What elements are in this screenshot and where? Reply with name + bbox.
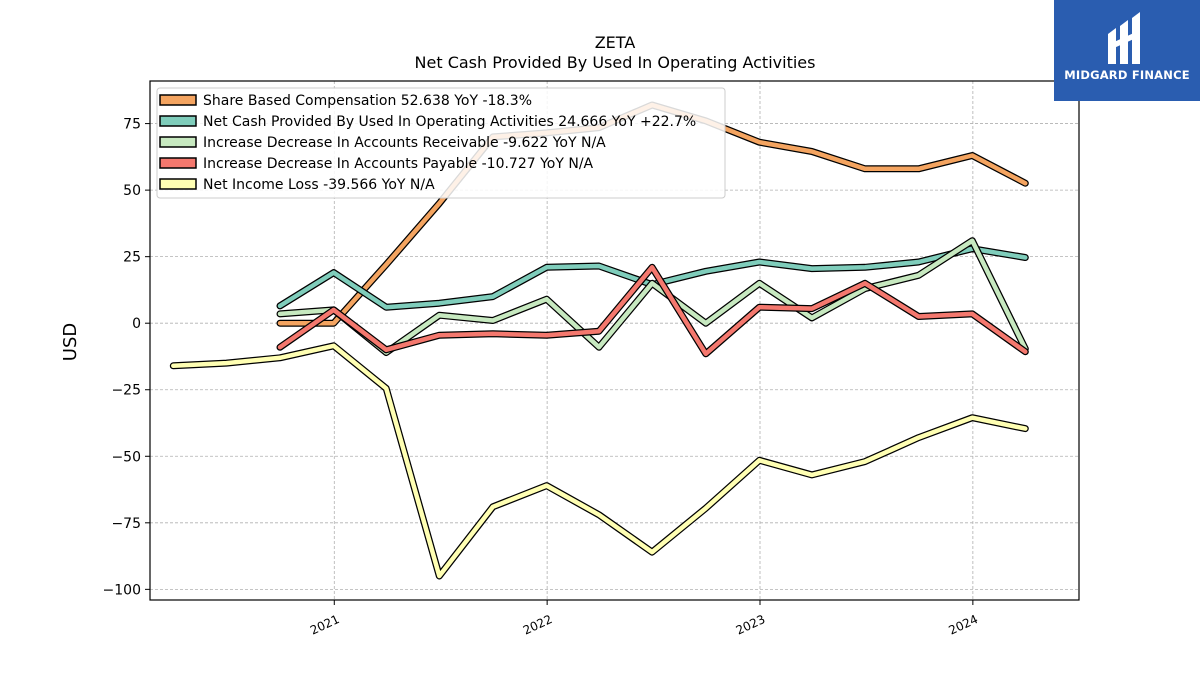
legend-swatch (159, 157, 197, 169)
y-tick-label: −50 (111, 449, 141, 465)
plot-frame (149, 80, 1080, 601)
brand-logo: MIDGARD FINANCE (1054, 0, 1200, 101)
series-line (169, 342, 1029, 580)
series-line (276, 237, 1029, 356)
legend-label: Increase Decrease In Accounts Payable -1… (203, 156, 594, 172)
chart-title: ZETA (595, 33, 636, 52)
legend-swatch (159, 136, 197, 148)
legend-label: Share Based Compensation 52.638 YoY -18.… (203, 93, 532, 109)
y-tick-label: 50 (123, 183, 141, 199)
legend-swatch (159, 178, 197, 190)
legend-swatch (159, 94, 197, 106)
legend-label: Increase Decrease In Accounts Receivable… (203, 135, 606, 151)
y-tick-label: 75 (123, 117, 141, 133)
series-line-outline (169, 342, 1029, 580)
series-line-stroke (171, 343, 1028, 579)
y-tick-label: 0 (132, 316, 141, 332)
legend-label: Net Income Loss -39.566 YoY N/A (203, 177, 435, 193)
chart-subtitle: Net Cash Provided By Used In Operating A… (415, 53, 816, 72)
y-tick-label: −100 (103, 582, 141, 598)
x-tick-label: 2024 (947, 612, 981, 638)
series-line (276, 263, 1029, 358)
x-tick-label: 2021 (308, 612, 342, 638)
x-axis-ticks: 2021 2022 2023 2024 (308, 600, 980, 638)
y-tick-label: 25 (123, 250, 141, 266)
y-axis-label: USD (60, 323, 81, 361)
legend-box (156, 87, 726, 199)
logo-text: MIDGARD FINANCE (1064, 68, 1190, 82)
legend-label: Net Cash Provided By Used In Operating A… (203, 114, 696, 130)
legend-swatch (159, 115, 197, 127)
y-tick-label: −75 (111, 516, 141, 532)
series-line-stroke (277, 265, 1028, 357)
y-tick-label: −25 (111, 383, 141, 399)
series-line-stroke (277, 238, 1028, 355)
x-tick-label: 2023 (734, 612, 768, 638)
y-axis-ticks: 75 50 25 0 −25 −50 −75 −100 (103, 117, 150, 598)
x-tick-label: 2022 (521, 612, 555, 638)
logo-mark-icon (1108, 12, 1140, 64)
legend: Share Based Compensation 52.638 YoY -18.… (156, 87, 726, 199)
